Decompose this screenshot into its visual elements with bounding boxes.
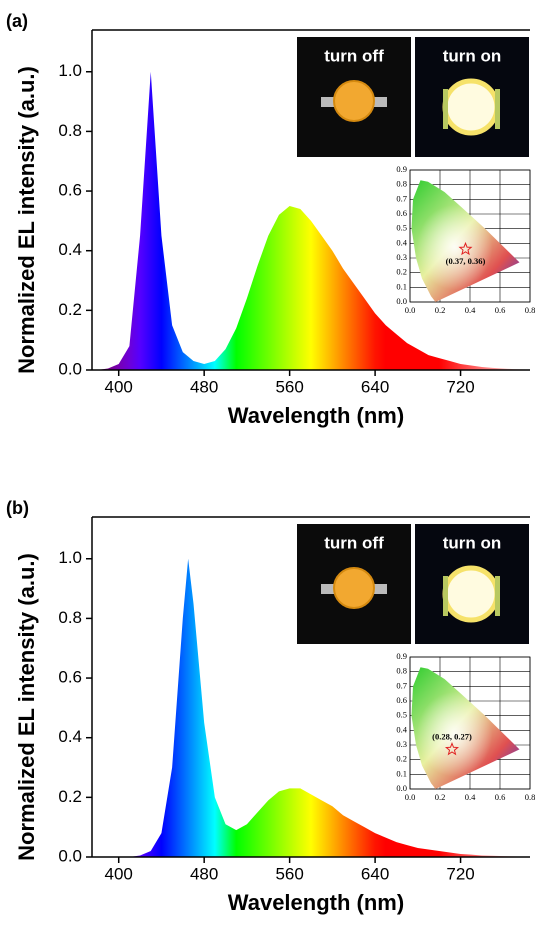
cie-y-tick-label: 0.3: [396, 739, 407, 749]
led-side: [495, 576, 500, 616]
x-tick-label: 560: [275, 377, 303, 396]
x-tick-label: 400: [105, 864, 133, 883]
y-tick-label: 0.0: [58, 846, 82, 865]
cie-y-tick-label: 0.9: [396, 651, 407, 661]
cie-x-tick-label: 0.0: [405, 305, 416, 315]
photo-label: turn off: [324, 46, 384, 65]
led-glow: [442, 565, 500, 623]
y-axis-title: Normalized EL intensity (a.u.): [14, 66, 39, 374]
cie-point: [458, 241, 473, 256]
y-tick-label: 0.6: [58, 181, 82, 200]
cie-x-tick-label: 0.6: [495, 792, 506, 802]
panel-label: (a): [6, 11, 28, 31]
x-tick-label: 480: [190, 864, 218, 883]
x-tick-label: 400: [105, 377, 133, 396]
x-tick-label: 640: [361, 864, 389, 883]
y-tick-label: 0.8: [58, 608, 82, 627]
cie-y-tick-label: 0.4: [396, 724, 407, 734]
x-tick-label: 720: [446, 377, 474, 396]
cie-y-tick-label: 0.2: [396, 267, 407, 277]
cie-x-tick-label: 0.8: [525, 792, 536, 802]
y-tick-label: 0.2: [58, 787, 82, 806]
cie-y-tick-label: 0.9: [396, 164, 407, 174]
spectrum-area: [97, 558, 525, 857]
cie-x-tick-label: 0.4: [465, 305, 476, 315]
cie-y-tick-label: 0.1: [396, 281, 407, 291]
y-tick-label: 0.4: [58, 727, 82, 746]
cie-y-tick-label: 0.7: [396, 193, 407, 203]
cie-white-point: [411, 667, 520, 789]
x-axis-title: Wavelength (nm): [228, 890, 404, 915]
x-tick-label: 640: [361, 377, 389, 396]
cie-point-label: (0.28, 0.27): [432, 731, 472, 741]
x-tick-label: 720: [446, 864, 474, 883]
cie-x-tick-label: 0.4: [465, 792, 476, 802]
cie-x-tick-label: 0.0: [405, 792, 416, 802]
panel-label: (b): [6, 498, 29, 518]
led: [333, 567, 375, 609]
y-tick-label: 1.0: [58, 61, 82, 80]
cie-y-tick-label: 0.5: [396, 223, 407, 233]
cie-x-tick-label: 0.2: [435, 305, 446, 315]
cie-y-tick-label: 0.8: [396, 666, 407, 676]
cie-y-tick-label: 0.4: [396, 237, 407, 247]
photo-label: turn on: [443, 533, 502, 552]
led-side: [443, 576, 448, 616]
photo-label: turn off: [324, 533, 384, 552]
cie-point-label: (0.37, 0.36): [446, 256, 486, 266]
led-glow: [442, 78, 500, 136]
spectrum-area: [97, 71, 525, 370]
cie-y-tick-label: 0.8: [396, 179, 407, 189]
y-tick-label: 1.0: [58, 548, 82, 567]
y-tick-label: 0.2: [58, 300, 82, 319]
cie-point: [444, 742, 460, 756]
cie-y-tick-label: 0.2: [396, 754, 407, 764]
y-tick-label: 0.0: [58, 359, 82, 378]
x-tick-label: 480: [190, 377, 218, 396]
y-tick-label: 0.8: [58, 121, 82, 140]
photo-label: turn on: [443, 46, 502, 65]
cie-white-point: [411, 180, 520, 302]
cie-y-tick-label: 0.1: [396, 768, 407, 778]
x-tick-label: 560: [275, 864, 303, 883]
cie-y-tick-label: 0.0: [396, 783, 407, 793]
led-side: [443, 89, 448, 129]
cie-y-tick-label: 0.6: [396, 208, 407, 218]
led-side: [495, 89, 500, 129]
cie-x-tick-label: 0.2: [435, 792, 446, 802]
y-tick-label: 0.4: [58, 240, 82, 259]
y-axis-title: Normalized EL intensity (a.u.): [14, 553, 39, 861]
y-tick-label: 0.6: [58, 668, 82, 687]
cie-y-tick-label: 0.0: [396, 296, 407, 306]
cie-y-tick-label: 0.5: [396, 710, 407, 720]
cie-y-tick-label: 0.7: [396, 680, 407, 690]
x-axis-title: Wavelength (nm): [228, 403, 404, 428]
led: [333, 80, 375, 122]
cie-y-tick-label: 0.6: [396, 695, 407, 705]
cie-y-tick-label: 0.3: [396, 252, 407, 262]
cie-x-tick-label: 0.8: [525, 305, 536, 315]
cie-x-tick-label: 0.6: [495, 305, 506, 315]
